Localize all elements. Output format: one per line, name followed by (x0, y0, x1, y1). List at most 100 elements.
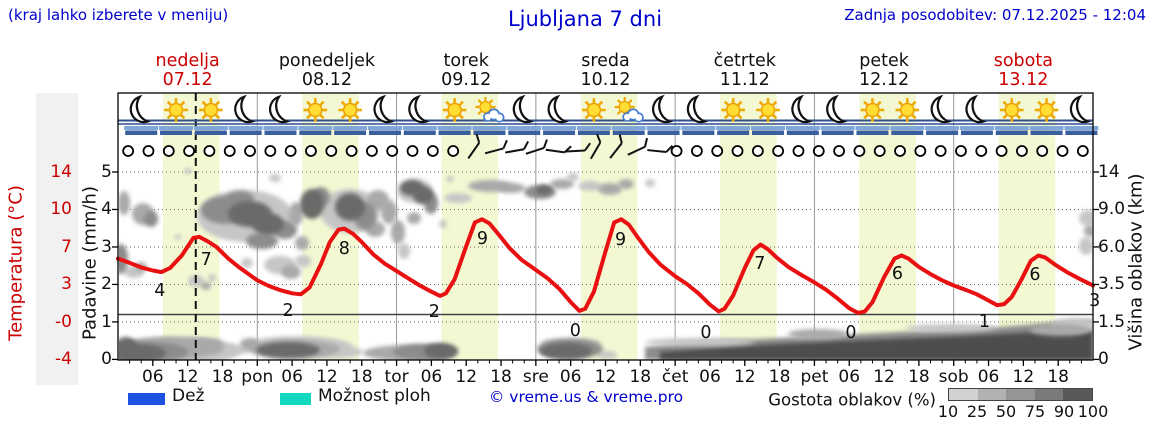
calm-wind-circle (691, 145, 703, 157)
copyright-link[interactable]: © vreme.us & vreme.pro (488, 388, 684, 406)
height-tick-14: 14 (1098, 162, 1120, 182)
time-label-5-06: 06 (838, 367, 861, 387)
calm-wind-circle (812, 145, 825, 157)
calm-wind-circle (1016, 145, 1028, 157)
temp-tick--4: -4 (55, 349, 72, 370)
temp-tick-10: 10 (50, 199, 72, 220)
weather-icon-suncloud (611, 96, 646, 135)
density-stop-100: 100 (1077, 402, 1109, 421)
calm-wind-circle (162, 145, 175, 157)
grid-lines (118, 93, 1093, 360)
time-label-4-18: 18 (768, 367, 791, 387)
calm-wind-circle (223, 145, 236, 157)
weather-icon-moon (402, 94, 437, 135)
calm-wind-circle (325, 145, 338, 157)
precip-tick-2: 2 (101, 274, 112, 295)
day-abbrev-sob: sob (938, 367, 969, 387)
menu-hint-note: (kraj lahko izberete v meniju) (8, 6, 229, 24)
temp-value-label: 9 (615, 230, 627, 251)
day-header-torek: torek 09.12 (441, 52, 491, 90)
weather-icon-moon (959, 94, 994, 135)
day-header-četrtek: četrtek 11.12 (714, 52, 776, 90)
calm-wind-circle (873, 145, 886, 157)
time-label-4-06: 06 (699, 367, 721, 387)
day-abbrev-čet: čet (661, 367, 689, 387)
precip-tick-4: 4 (101, 199, 112, 220)
temp-tick-3: 3 (61, 274, 72, 295)
weather-icon-sun (855, 98, 890, 135)
wind-barb (627, 137, 649, 156)
calm-wind-circle (955, 145, 967, 157)
weather-icon-moon (681, 94, 716, 135)
density-ramp-segment (949, 389, 978, 400)
density-stop-50: 50 (995, 402, 1017, 421)
calm-wind-circle (934, 145, 947, 157)
day-name: četrtek (713, 51, 776, 71)
day-header-ponedeljek: ponedeljek 08.12 (279, 52, 375, 90)
time-label-5-12: 12 (873, 367, 895, 387)
wind-barb (565, 142, 591, 153)
weather-icon-sun (193, 98, 228, 135)
weather-icon-moon (507, 94, 542, 135)
weather-icon-moon (542, 94, 577, 135)
wind-barb (609, 134, 623, 159)
day-name: ponedeljek (278, 51, 376, 71)
weather-icon-moon (925, 94, 960, 135)
cloud-part (622, 108, 644, 123)
weather-icon-moon (1064, 94, 1099, 135)
wind-barb (545, 145, 572, 154)
weather-icon-sun (298, 98, 333, 135)
day-header-sobota: sobota 13.12 (994, 52, 1053, 90)
calm-wind-circle (1036, 145, 1049, 157)
calm-wind-circle (183, 145, 195, 157)
precip-tick-3: 3 (101, 236, 112, 257)
density-ramp-segment (1006, 389, 1035, 400)
calm-wind-circle (995, 145, 1008, 157)
day-abbrev-pet: pet (800, 367, 829, 387)
time-label-4-12: 12 (733, 367, 756, 387)
cloud-density-field (119, 168, 1092, 360)
temp-value-label: 0 (845, 322, 857, 343)
weather-icon-moon (646, 94, 681, 135)
weather-icon-sun (1029, 98, 1064, 135)
cloud-part (483, 108, 505, 123)
day-name: torek (443, 51, 489, 71)
calm-wind-circle (833, 145, 845, 157)
day-name: sreda (581, 51, 630, 71)
precip-tick-5: 5 (101, 162, 112, 182)
weather-icon-suncloud (472, 96, 507, 135)
day-date: 12.12 (859, 70, 910, 90)
cloud-density-label: Gostota oblakov (%) (768, 390, 936, 410)
calm-wind-circle (122, 145, 135, 157)
day-date: 07.12 (162, 70, 213, 90)
weather-icon-sun (159, 98, 194, 135)
day-date: 08.12 (301, 70, 352, 90)
calm-wind-circle (142, 145, 155, 157)
density-ramp-segment (1063, 389, 1092, 400)
time-label-3-18: 18 (629, 367, 652, 387)
daylight-bands (162, 93, 1056, 360)
page-title: Ljubljana 7 dni (507, 7, 663, 31)
temp-value-label: 8 (338, 238, 350, 259)
calm-wind-circle (345, 145, 358, 157)
time-label-3-12: 12 (594, 367, 617, 387)
calm-wind-circle (426, 145, 439, 157)
temp-value-label: 6 (891, 263, 903, 284)
time-label-6-12: 12 (1012, 367, 1035, 387)
temp-tick-7: 7 (61, 236, 72, 257)
calm-wind-circle (305, 145, 317, 157)
precip-tick-0: 0 (101, 349, 112, 370)
weather-icon-moon (785, 94, 820, 135)
weather-icon-sun (751, 98, 785, 135)
weather-icon-moon (367, 94, 402, 135)
wind-barb (505, 140, 530, 154)
wind-barb (647, 144, 674, 154)
temp-value-label: 1 (978, 312, 991, 333)
weather-icon-sun (890, 98, 925, 135)
time-label-1-18: 18 (350, 367, 373, 387)
calm-wind-circle (244, 145, 256, 157)
time-label-0-18: 18 (211, 367, 234, 387)
weather-icon-moon (820, 94, 855, 135)
rain-legend-swatch (128, 393, 165, 405)
